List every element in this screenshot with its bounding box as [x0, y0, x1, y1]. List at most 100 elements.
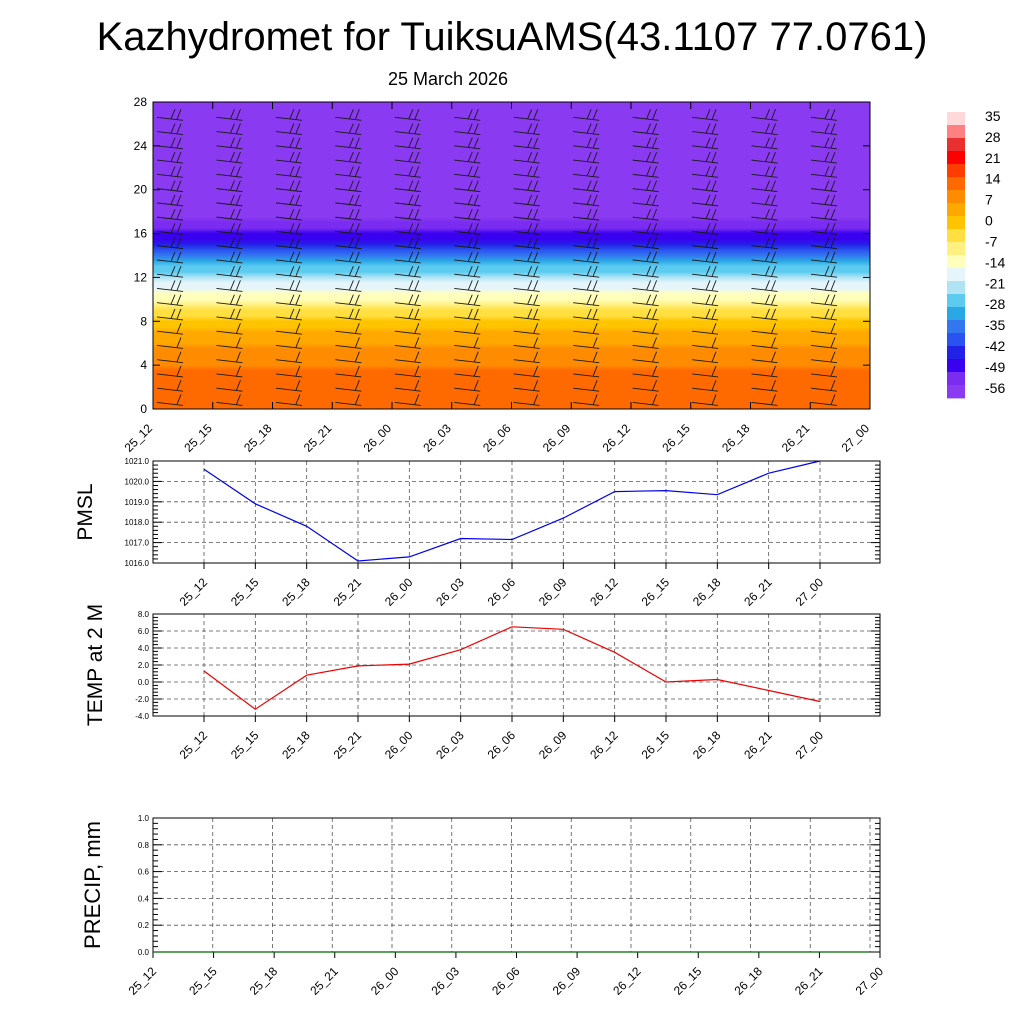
wind-barb-flag [824, 265, 830, 276]
wind-barb [810, 316, 838, 321]
wind-barb-flag [771, 251, 776, 263]
wind-barb [394, 316, 421, 321]
wind-barb-flag [527, 265, 533, 276]
wind-barb [632, 344, 659, 349]
wind-barb [870, 246, 896, 249]
wind-barb [216, 116, 243, 121]
wind-barb [335, 245, 362, 250]
wind-barb [870, 132, 896, 135]
wind-barb-flag [890, 152, 894, 162]
wind-barb [573, 259, 600, 264]
wind-barb-flag [592, 194, 598, 206]
ytick-label: 1019.0 [125, 498, 150, 507]
wind-barb-flag [533, 380, 539, 391]
wind-barb-flag [830, 194, 836, 206]
wind-barb-flag [348, 294, 354, 305]
colorbar-label: -21 [985, 275, 1005, 291]
wind-barb-flag [176, 151, 182, 163]
wind-barb-flag [295, 294, 301, 305]
wind-barb [573, 302, 600, 307]
colorbar-swatch [947, 307, 965, 321]
wind-barb [810, 188, 838, 193]
wind-barb-flag [711, 251, 717, 263]
wind-barb [751, 273, 778, 278]
wind-barb [751, 116, 778, 121]
wind-barb [513, 202, 540, 207]
wind-barb-flag [236, 394, 241, 405]
wind-barb [454, 316, 481, 321]
wind-barb-flag [592, 123, 598, 134]
wind-barb [394, 359, 421, 364]
colorbar-swatch [947, 255, 965, 269]
wind-barb-flag [771, 194, 776, 206]
wind-barb [275, 188, 302, 193]
colorbar-swatch [947, 281, 965, 295]
wind-barb-flag [890, 223, 894, 233]
wind-barb-flag [711, 180, 717, 191]
wind-barb-flag [289, 280, 295, 291]
wind-barb-flag [652, 322, 658, 334]
wind-barb-flag [176, 294, 182, 305]
wind-barb [216, 330, 243, 335]
wind-barb-flag [170, 308, 176, 319]
xtick-label: 26_21 [792, 964, 826, 998]
wind-barb-flag [586, 237, 592, 248]
wind-barb-flag [236, 123, 241, 134]
wind-barb-flag [170, 137, 176, 148]
heatmap-ytick-label: 0 [140, 402, 147, 416]
wind-barb [216, 373, 243, 378]
wind-barb [454, 344, 481, 349]
wind-barb-flag [348, 280, 354, 291]
wind-barb [751, 330, 778, 335]
wind-barb [216, 230, 243, 235]
wind-barb-flag [176, 308, 182, 320]
wind-barb-flag [711, 280, 717, 291]
wind-barb [275, 316, 302, 321]
wind-barb [632, 302, 659, 307]
colorbar-label: 14 [985, 171, 1001, 187]
wind-barb [751, 401, 778, 406]
wind-barb-flag [473, 394, 479, 405]
wind-barb [751, 316, 778, 321]
xtick-label: 26_18 [690, 728, 724, 762]
wind-barb-flag [652, 166, 658, 177]
wind-barb-flag [295, 280, 301, 291]
wind-barb [573, 344, 600, 349]
wind-barb [454, 287, 481, 292]
wind-barb [454, 387, 481, 392]
wind-barb [454, 145, 481, 150]
wind-barb-flag [414, 337, 420, 348]
wind-barb-flag [884, 166, 888, 176]
wind-barb-flag [824, 151, 830, 162]
wind-barb [692, 216, 719, 221]
wind-barb-flag [652, 337, 658, 348]
wind-barb [513, 330, 540, 335]
wind-barb [454, 273, 481, 278]
wind-barb [870, 217, 896, 220]
wind-barb-flag [408, 194, 414, 205]
wind-barb-flag [414, 180, 420, 191]
wind-barb-flag [289, 223, 295, 234]
wind-barb-flag [473, 151, 479, 163]
wind-barb-flag [408, 109, 414, 120]
wind-barb-flag [414, 166, 420, 177]
colorbar-swatch [947, 294, 965, 308]
wind-barb-flag [170, 208, 176, 219]
wind-barb-flag [527, 308, 533, 319]
wind-barb [573, 401, 600, 406]
wind-barb-flag [705, 137, 711, 148]
heatmap-xtick-label: 26_06 [480, 421, 514, 455]
wind-barb [216, 245, 243, 250]
colorbar-swatch [947, 229, 965, 243]
wind-barb-flag [527, 280, 533, 291]
wind-barb-flag [467, 223, 473, 234]
wind-barb [810, 173, 838, 178]
wind-barb-flag [533, 337, 539, 348]
wind-barb [870, 317, 896, 320]
wind-barb-flag [884, 309, 888, 319]
wind-barb-flag [289, 251, 295, 262]
xtick-label: 27_00 [853, 964, 887, 998]
wind-barb [692, 259, 719, 264]
wind-barb-flag [414, 194, 420, 206]
